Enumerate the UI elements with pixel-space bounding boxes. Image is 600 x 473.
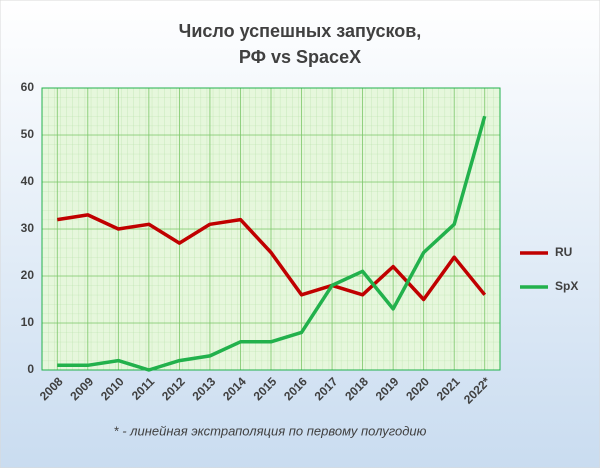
series-line: [57, 213, 487, 302]
footnote: * - линейная экстраполяция по первому по…: [114, 423, 427, 438]
y-tick-label: 20: [21, 268, 35, 282]
y-tick-label: 60: [21, 80, 35, 94]
y-tick-label: 0: [27, 362, 34, 376]
legend-label: SpX: [555, 279, 578, 293]
y-tick-label: 30: [21, 221, 35, 235]
plot-border: [41, 87, 501, 371]
series-line: [57, 115, 487, 372]
y-tick-label: 50: [21, 127, 35, 141]
chart-title: РФ vs SpaceX: [239, 47, 361, 67]
y-tick-label: 10: [21, 315, 35, 329]
legend-label: RU: [555, 245, 572, 259]
chart-title: Число успешных запусков,: [179, 21, 422, 41]
y-tick-label: 40: [21, 174, 35, 188]
